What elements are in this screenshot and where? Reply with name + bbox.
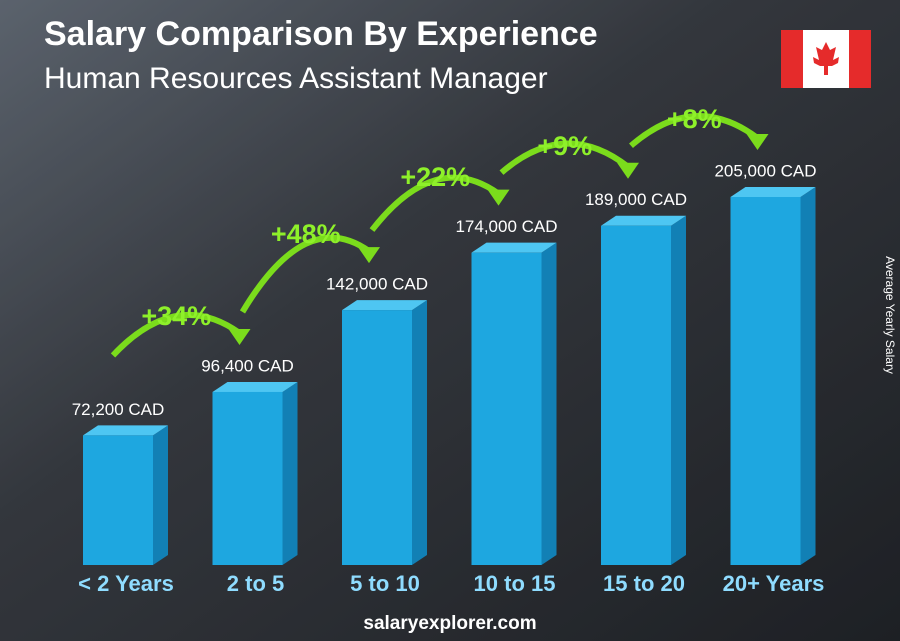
change-arrow <box>239 234 371 314</box>
chart-subtitle: Human Resources Assistant Manager <box>44 62 548 95</box>
value-label: 72,200 CAD <box>72 400 165 419</box>
x-tick-label: 10 to 15 <box>474 571 556 596</box>
bar <box>601 225 671 565</box>
bar <box>342 310 412 565</box>
flag <box>781 30 871 88</box>
change-arrow <box>499 140 630 175</box>
value-label: 205,000 CAD <box>714 161 816 180</box>
bar-side <box>153 425 168 565</box>
bar <box>471 252 542 565</box>
bar <box>212 391 283 565</box>
bar-side <box>541 242 557 565</box>
change-arrow <box>629 113 760 148</box>
change-label: +22% <box>400 162 470 192</box>
y-axis-label: Average Yearly Salary <box>883 256 897 374</box>
value-label: 96,400 CAD <box>201 356 294 375</box>
value-label: 142,000 CAD <box>326 275 428 294</box>
bar-side <box>671 215 686 565</box>
change-label: +34% <box>141 301 211 331</box>
bar-top <box>83 425 168 436</box>
bar-top <box>212 381 298 392</box>
bar-top <box>471 242 557 253</box>
bar-side <box>282 381 298 565</box>
bar-top <box>730 187 816 197</box>
x-tick-label: 5 to 10 <box>350 571 420 596</box>
x-tick-label: 15 to 20 <box>603 571 685 596</box>
change-arrowhead <box>617 162 639 179</box>
bar <box>730 197 801 565</box>
change-label: +9% <box>537 131 592 161</box>
change-arrowhead <box>228 328 251 345</box>
x-tick-label: < 2 Years <box>78 571 174 596</box>
site-name: salaryexplorer.com <box>363 613 536 634</box>
change-arrowhead <box>358 247 380 264</box>
bar-top <box>601 215 686 226</box>
value-label: 189,000 CAD <box>585 190 687 209</box>
value-label: 174,000 CAD <box>455 217 557 236</box>
bar <box>83 435 153 565</box>
change-arrow <box>110 311 242 358</box>
chart-title: Salary Comparison By Experience <box>44 15 598 53</box>
change-label: +8% <box>667 104 722 134</box>
bar-side <box>412 300 427 565</box>
x-tick-label: 2 to 5 <box>227 571 284 596</box>
change-arrowhead <box>487 189 510 206</box>
x-tick-label: 20+ Years <box>723 571 825 596</box>
bar-side <box>800 187 816 565</box>
bar-top <box>342 300 427 311</box>
change-arrowhead <box>746 134 769 150</box>
change-arrow <box>369 174 501 232</box>
change-label: +48% <box>271 219 341 249</box>
